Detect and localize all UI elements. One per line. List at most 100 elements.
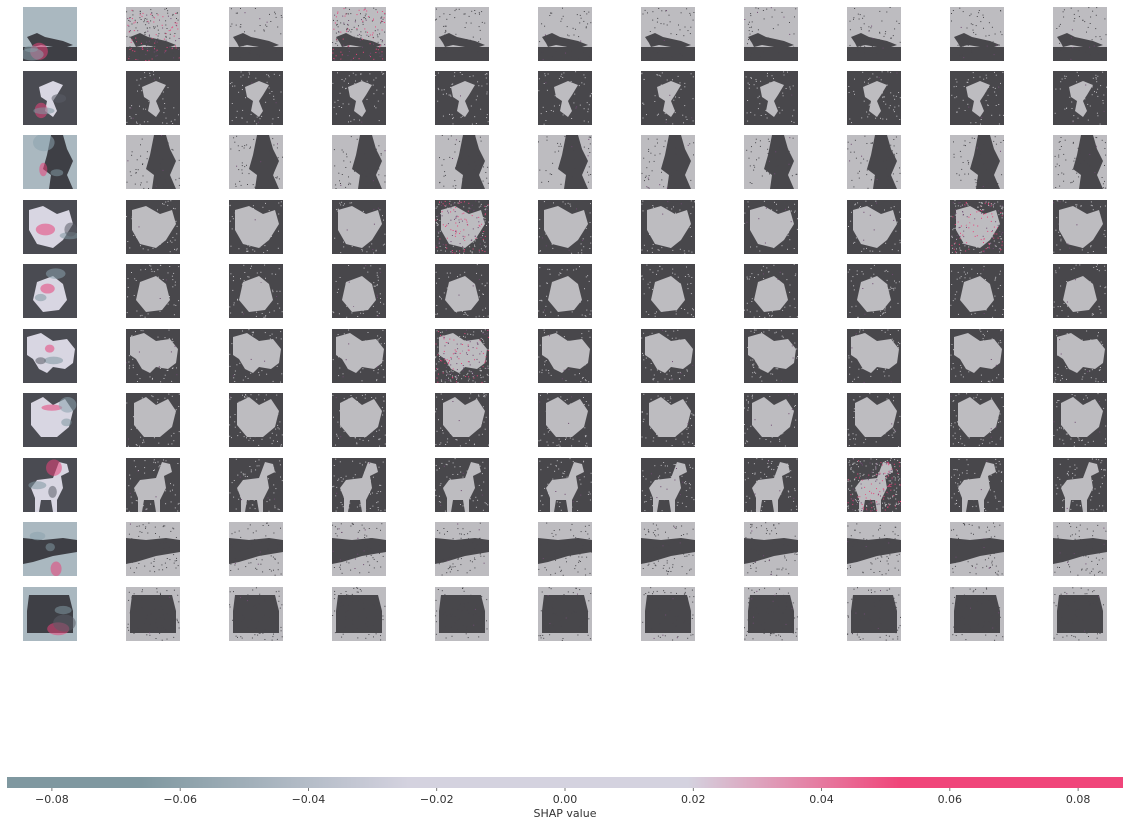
shap-pixel	[1089, 23, 1091, 24]
shap-pixel	[472, 365, 474, 367]
shap-pixel	[455, 139, 457, 141]
shap-pixel	[335, 444, 336, 446]
shap-pixel	[884, 368, 886, 370]
shap-pixel	[147, 249, 149, 251]
shap-pixel	[468, 220, 470, 222]
shap-pixel	[457, 296, 458, 298]
shap-pixel	[161, 234, 163, 235]
shap-pixel	[1104, 165, 1105, 166]
shap-pixel	[896, 180, 898, 182]
shap-pixel	[127, 24, 129, 26]
shap-pixel	[874, 87, 876, 89]
shap-pixel	[159, 168, 161, 170]
shap-pixel	[789, 33, 791, 35]
shap-pixel	[560, 145, 562, 147]
shap-pixel	[666, 79, 668, 81]
shap-pixel	[135, 114, 137, 115]
shap-pixel	[348, 103, 350, 105]
shap-pixel	[961, 204, 963, 206]
shap-pixel	[580, 44, 582, 46]
shap-pixel	[559, 298, 561, 300]
shap-pixel	[769, 109, 771, 111]
shap-pixel	[1089, 154, 1091, 155]
shap-pixel	[146, 96, 148, 98]
shap-pixel	[243, 264, 245, 266]
shap-pixel	[371, 290, 373, 292]
shap-pixel	[362, 216, 364, 218]
shap-pixel	[649, 234, 650, 235]
shap-pixel	[336, 435, 338, 437]
shap-pixel	[362, 312, 364, 314]
shap-pixel	[151, 58, 153, 60]
shap-pixel	[244, 12, 246, 14]
shap-pixel	[478, 41, 480, 43]
shap-pixel	[558, 438, 560, 440]
shap-pixel	[556, 94, 558, 96]
shap-pixel	[144, 41, 146, 43]
shap-pixel	[379, 220, 381, 222]
shap-pixel	[263, 358, 265, 360]
shap-pixel	[684, 309, 686, 310]
shap-pixel	[468, 378, 470, 380]
shap-pixel	[868, 104, 870, 106]
shap-pixel	[277, 427, 279, 429]
shap-map-image	[538, 135, 592, 189]
shap-pixel	[126, 402, 128, 404]
shap-pixel	[167, 15, 169, 17]
shap-pixel	[1060, 353, 1062, 355]
shap-pixel	[437, 100, 439, 102]
shap-pixel	[855, 237, 857, 239]
shap-pixel	[869, 336, 871, 338]
shap-pixel	[783, 74, 785, 76]
shap-pixel	[467, 210, 469, 212]
shap-pixel	[471, 372, 473, 374]
shap-pixel	[480, 370, 482, 372]
shap-pixel	[859, 33, 861, 35]
shap-pixel	[377, 100, 379, 102]
shap-pixel	[894, 98, 896, 100]
shap-pixel	[348, 232, 350, 234]
shap-pixel	[882, 118, 884, 120]
shap-pixel	[1070, 269, 1072, 271]
shap-pixel	[863, 23, 865, 25]
shap-pixel	[366, 365, 368, 367]
shap-pixel	[355, 208, 357, 210]
shap-pixel	[981, 202, 983, 204]
shap-pixel	[753, 331, 755, 333]
shap-pixel	[340, 22, 342, 24]
shap-pixel	[339, 424, 341, 426]
shap-pixel	[558, 150, 560, 152]
shap-pixel	[171, 48, 173, 50]
shap-pixel	[244, 359, 245, 361]
shap-pixel	[1081, 339, 1083, 341]
shap-map-content	[332, 264, 386, 318]
shap-pixel	[461, 146, 463, 148]
shap-pixel	[960, 205, 962, 207]
shap-pixel	[365, 265, 367, 266]
shap-pixel	[126, 11, 128, 13]
shap-pixel	[666, 298, 668, 300]
shap-pixel	[474, 426, 475, 428]
shap-pixel	[897, 330, 899, 332]
shap-pixel	[1095, 266, 1097, 267]
shap-pixel	[141, 397, 143, 399]
shap-pixel	[484, 22, 486, 24]
shap-pixel	[959, 249, 961, 251]
shap-pixel	[479, 369, 481, 371]
shap-pixel	[970, 23, 972, 25]
shap-pixel	[459, 244, 461, 246]
shap-pixel	[134, 19, 136, 21]
shap-pixel	[254, 186, 256, 188]
shap-pixel	[244, 396, 245, 398]
shap-pixel	[583, 167, 585, 169]
shap-pixel	[954, 97, 956, 99]
shap-pixel	[670, 246, 672, 248]
shap-pixel	[546, 136, 548, 138]
shap-pixel	[146, 48, 148, 50]
shap-pixel	[1105, 34, 1107, 36]
shap-pixel	[1105, 154, 1107, 156]
shap-pixel	[1099, 123, 1101, 125]
shap-pixel	[361, 173, 363, 175]
shap-pixel	[448, 302, 450, 304]
shap-pixel	[336, 20, 338, 22]
